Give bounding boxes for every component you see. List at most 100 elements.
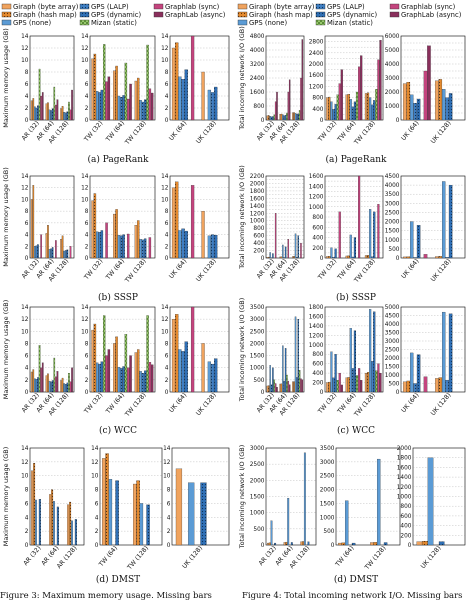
y-tick-label: 400 xyxy=(312,107,323,113)
legend-item: Graphlab (sync) xyxy=(153,3,220,11)
y-tick-label: 10 xyxy=(161,197,169,203)
y-tick-label: 6 xyxy=(85,354,89,360)
y-tick-label: 800 xyxy=(253,104,264,110)
y-tick-label: 0 xyxy=(25,543,29,549)
bar xyxy=(409,352,414,393)
y-tick-label: 3500 xyxy=(385,192,400,198)
bar-pattern xyxy=(37,377,39,392)
y-tick-label: 0 xyxy=(320,256,324,262)
bar-pattern xyxy=(347,377,350,392)
panel: 0 500 1000 1500 2000 2500 3000 3500 4000 4500 5000… xyxy=(385,305,466,417)
y-tick-label: 4 xyxy=(85,94,89,100)
y-tick-label: 1000 xyxy=(320,515,335,521)
y-tick-label: 1400 xyxy=(309,184,324,190)
bar xyxy=(69,246,72,259)
bar-pattern xyxy=(297,113,299,120)
bar-pattern xyxy=(214,358,218,392)
bar-pattern xyxy=(406,380,410,392)
bar xyxy=(287,91,290,121)
bar xyxy=(60,108,62,121)
bar-pattern xyxy=(351,256,354,258)
bar-pattern xyxy=(103,44,106,120)
y-tick-label: 1400 xyxy=(397,475,412,481)
y-tick-label: 400 xyxy=(312,236,323,242)
bar-pattern xyxy=(100,90,103,120)
legend-swatch xyxy=(1,19,12,26)
bar xyxy=(190,185,195,259)
bar-pattern xyxy=(274,543,276,545)
bar xyxy=(91,58,94,121)
y-tick-label: 10 xyxy=(81,58,89,64)
bar-pattern xyxy=(268,115,270,120)
bar xyxy=(349,328,352,393)
legend-label: GPS (none) xyxy=(249,19,287,27)
bar-pattern xyxy=(181,228,185,258)
bar xyxy=(49,494,52,546)
bar-pattern xyxy=(297,235,299,258)
bar-pattern xyxy=(356,375,358,392)
bar xyxy=(201,211,205,259)
legend-item: Giraph (byte array) xyxy=(1,3,79,11)
bar-pattern xyxy=(115,480,119,545)
bar xyxy=(326,97,329,121)
panel: 0 2 4 6 8 10 12 14 UK (64) UK (128) xyxy=(161,305,230,417)
bar xyxy=(274,101,277,121)
legend-item: GraphLab (async) xyxy=(153,11,226,19)
bar xyxy=(300,541,303,546)
bar-pattern xyxy=(283,381,285,392)
bar xyxy=(107,349,111,393)
y-tick-label: 10 xyxy=(21,474,29,480)
bar-pattern xyxy=(297,319,299,392)
bar-pattern xyxy=(272,367,274,392)
y-tick-label: 0 xyxy=(167,543,171,549)
bar xyxy=(276,91,278,121)
chart-net_dmst: Total incoming network I/O (GB) 0 500 1000 1… xyxy=(238,445,466,572)
legend-label: Giraph (hash map) xyxy=(249,11,313,19)
legend-label: Giraph (byte array) xyxy=(13,3,79,11)
bar-pattern xyxy=(53,358,55,392)
bar xyxy=(117,235,121,259)
bar-pattern xyxy=(417,354,421,392)
panel-frame xyxy=(99,447,163,546)
bar-pattern xyxy=(181,79,185,120)
bar-pattern xyxy=(334,248,337,258)
bar-pattern xyxy=(184,341,188,392)
panel-frame xyxy=(29,35,75,121)
bar xyxy=(148,88,152,121)
legend-label: GPS (LALP) xyxy=(91,3,129,11)
bar xyxy=(301,379,304,393)
bar xyxy=(129,83,132,121)
x-tick-label: UK (64) xyxy=(168,392,188,414)
bar xyxy=(376,458,381,546)
bar-pattern xyxy=(175,314,179,392)
x-tick-label: TW (128) xyxy=(123,392,147,419)
bar xyxy=(105,355,108,393)
y-tick-label: 6 xyxy=(165,82,169,88)
y-tick-label: 600 xyxy=(312,225,323,231)
legend-swatch-pattern xyxy=(80,12,89,17)
y-tick-label: 0 xyxy=(85,390,89,396)
bar xyxy=(326,256,329,259)
y-tick-label: 0 xyxy=(320,390,324,396)
y-tick-label: 14 xyxy=(91,446,99,452)
bar xyxy=(349,99,352,121)
y-tick-label: 4 xyxy=(85,233,89,239)
y-tick-label: 1600 xyxy=(250,196,265,202)
bar xyxy=(330,247,333,259)
bar-pattern xyxy=(285,115,287,120)
legend-item: GraphLab (async) xyxy=(389,11,462,19)
bar xyxy=(279,383,281,393)
bar-pattern xyxy=(53,87,55,120)
y-tick-label: 8 xyxy=(165,70,169,76)
bar xyxy=(282,345,284,393)
x-tick-label: TW (128) xyxy=(123,258,147,285)
bar-pattern xyxy=(98,92,101,120)
y-tick-label: 1600 xyxy=(309,314,324,320)
y-tick-label: 8 xyxy=(167,488,171,494)
x-tick-label: TW (64) xyxy=(334,545,356,569)
y-tick-label: 500 xyxy=(388,382,399,388)
x-tick-label: TW (128) xyxy=(126,545,150,572)
bar-pattern xyxy=(413,103,417,120)
